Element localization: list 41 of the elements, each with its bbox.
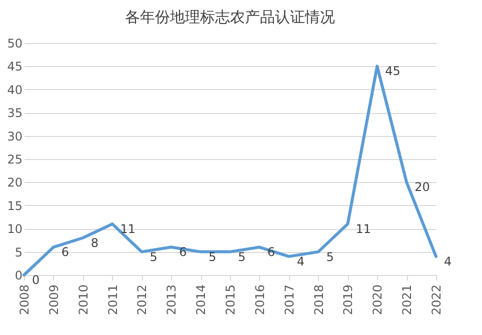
data-label: 45	[385, 64, 400, 78]
data-label: 5	[150, 250, 158, 264]
x-tick-label: 2021	[400, 284, 414, 316]
data-label: 11	[120, 222, 136, 236]
data-label: 11	[356, 222, 371, 236]
x-tick-label: 2014	[194, 284, 208, 316]
data-label: 5	[238, 250, 246, 264]
y-tick-label: 25	[7, 152, 22, 166]
data-label: 4	[444, 254, 452, 268]
x-tick-label: 2017	[282, 284, 296, 316]
data-label: 4	[296, 254, 304, 268]
y-tick-label: 15	[7, 198, 22, 213]
x-tick-label: 2012	[135, 284, 150, 316]
x-tick-label: 2018	[312, 284, 326, 316]
data-label: 0	[32, 273, 40, 287]
data-label: 20	[414, 180, 430, 194]
x-tick-label: 2010	[76, 284, 90, 316]
y-tick-label: 20	[7, 176, 22, 190]
data-label: 5	[326, 250, 334, 264]
x-tick-label: 2022	[430, 284, 444, 316]
y-tick-label: 5	[14, 245, 22, 260]
y-tick-label: 50	[7, 36, 22, 50]
y-tick-label: 45	[7, 60, 22, 74]
x-tick-label: 2016	[252, 284, 267, 316]
y-tick-label: 0	[14, 268, 22, 282]
y-tick-label: 30	[7, 129, 22, 144]
data-label: 5	[208, 250, 216, 264]
chart-title: 各年份地理标志农产品认证情况	[125, 8, 335, 26]
x-tick-label: 2009	[46, 284, 61, 316]
x-tick-label: 2013	[164, 284, 179, 316]
x-tick-label: 2015	[224, 284, 238, 316]
x-tick-label: 2008	[18, 284, 32, 316]
x-tick-label: 2020	[370, 284, 385, 316]
x-tick-label: 2011	[106, 284, 120, 316]
data-label: 8	[90, 236, 98, 250]
y-tick-label: 40	[7, 82, 22, 97]
y-tick-label: 10	[7, 222, 22, 236]
data-label: 6	[61, 245, 70, 260]
x-tick-label: 2019	[341, 284, 356, 316]
y-tick-label: 35	[7, 106, 22, 120]
line-series	[22, 64, 438, 276]
